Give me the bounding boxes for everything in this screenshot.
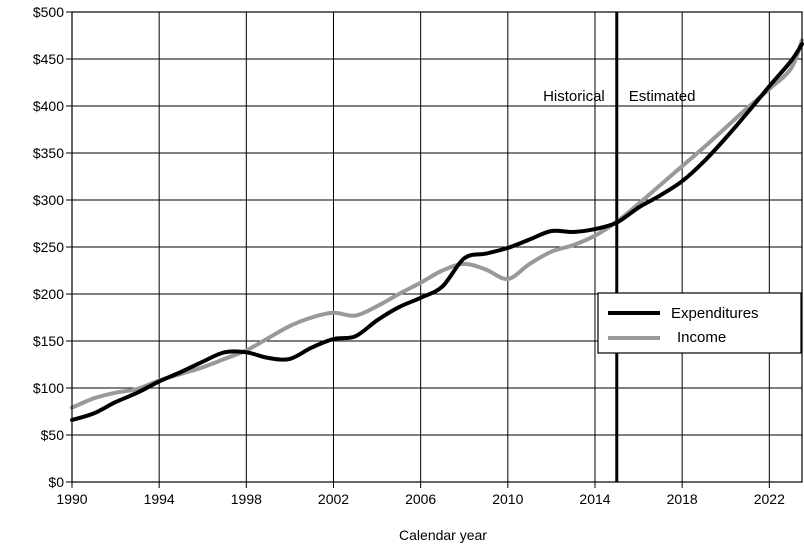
x-axis-ticks: 1990 1994 1998 2002 2006 2010 2014 2018 2022 [56,482,785,507]
x-tick-label: 1994 [144,491,175,507]
x-tick-label: 2002 [318,491,349,507]
legend-label-income: Income [677,329,726,346]
x-tick-label: 2022 [754,491,785,507]
x-axis-title: Calendar year [399,527,487,543]
y-tick-label: $250 [33,239,64,255]
y-tick-label: $100 [33,380,64,396]
y-tick-label: $150 [33,333,64,349]
series-line-income [70,38,804,410]
x-tick-label: 2010 [492,491,523,507]
x-tick-label: 2018 [667,491,698,507]
legend-label-expenditures: Expenditures [671,305,759,322]
y-tick-label: $450 [33,51,64,67]
y-tick-label: $350 [33,145,64,161]
y-tick-label: $200 [33,286,64,302]
legend-box [597,292,802,354]
y-tick-label: $0 [48,474,64,490]
series-layer [70,38,804,422]
y-tick-label: $400 [33,98,64,114]
y-tick-label: $500 [33,4,64,20]
series-line-expenditures [70,42,804,422]
legend: Expenditures Income [597,292,802,354]
x-tick-label: 2014 [579,491,610,507]
x-tick-label: 1998 [231,491,262,507]
y-tick-label: $300 [33,192,64,208]
x-tick-label: 1990 [56,491,87,507]
grid [72,12,802,482]
divider-layer: Historical Estimated [543,12,695,482]
y-tick-label: $50 [41,427,65,443]
estimated-label: Estimated [629,88,696,105]
historical-label: Historical [543,88,605,105]
y-axis-ticks: $0 $50 $100 $150 $200 $250 $300 $350 $400 $450 $50… [33,4,72,490]
x-tick-label: 2006 [405,491,436,507]
